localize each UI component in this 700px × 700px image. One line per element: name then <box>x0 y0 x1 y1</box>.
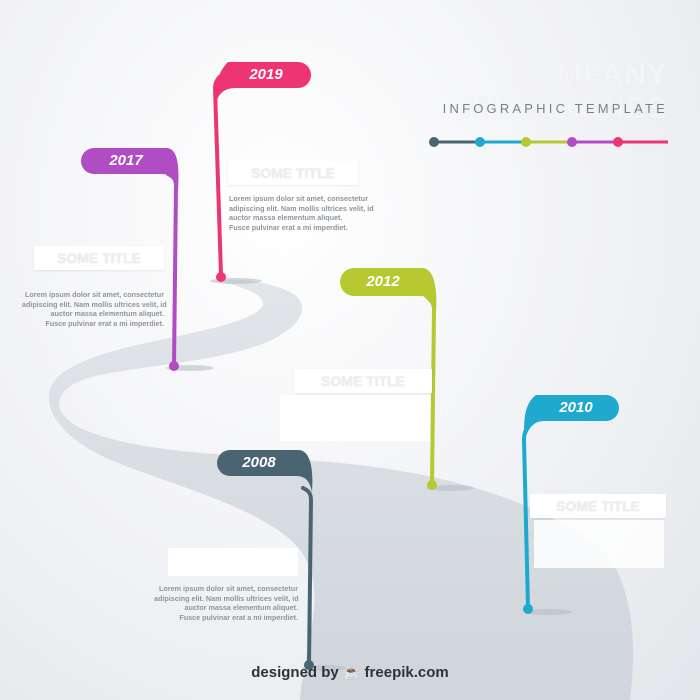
title-box-2008 <box>168 548 298 576</box>
flag-pin-dot <box>216 272 226 282</box>
legend-dot-4 <box>567 137 577 147</box>
flag-shadow <box>524 609 572 615</box>
infographic-subtitle: INFOGRAPHIC TEMPLATE <box>442 101 668 116</box>
description-line: Fusce pulvinar erat a mi imperdiet. <box>45 318 164 328</box>
legend-dot-1 <box>429 137 439 147</box>
description-line: Lorem ipsum dolor sit amet, consectetur <box>159 584 298 593</box>
flag-banner <box>340 268 437 312</box>
block-title: SOME TITLE <box>321 373 405 389</box>
year-label-2010: 2010 <box>559 399 593 416</box>
description-line: auctor massa elementum aliquet. <box>229 213 343 222</box>
description-line: adipiscing elit. Nam mollis ultrices vel… <box>22 299 167 309</box>
milestone-flag-2019 <box>210 62 311 284</box>
legend-dot-3 <box>521 137 531 147</box>
description-2017: Lorem ipsum dolor sit amet, consectetur … <box>22 290 167 328</box>
title-box-2012: SOME TITLE <box>294 369 432 393</box>
year-label-2012: 2012 <box>366 273 400 290</box>
flag-banner <box>81 148 179 190</box>
flag-banner <box>524 395 619 440</box>
credit-brand-link[interactable]: freepik.com <box>364 664 449 681</box>
freepik-logo-icon: ☕ <box>342 664 361 680</box>
year-label-2017: 2017 <box>109 152 143 169</box>
milestone-flag-2017 <box>81 148 214 371</box>
description-line: adipiscing elit. Nam mollis ultrices vel… <box>154 593 299 603</box>
description-line: auctor massa elementum aliquet. <box>184 603 298 612</box>
flag-banner <box>216 62 311 100</box>
infographic-title: COMPANY MILESTONES <box>463 58 668 125</box>
flag-pole <box>212 70 228 277</box>
description-2008: Lorem ipsum dolor sit amet, consectetur … <box>154 584 299 622</box>
flag-pin-dot <box>169 361 179 371</box>
legend-dot-2 <box>475 137 485 147</box>
year-label-2008: 2008 <box>242 454 276 471</box>
winding-road <box>48 279 634 700</box>
credit-prefix: designed by <box>251 664 339 681</box>
flag-shadow <box>426 485 474 491</box>
description-line: Fusce pulvinar erat a mi imperdiet. <box>179 612 298 622</box>
description-2019: Lorem ipsum dolor sit amet, consectetur … <box>229 194 374 232</box>
title-box-2019: SOME TITLE <box>228 161 358 185</box>
description-placeholder-2010 <box>534 520 664 568</box>
title-box-2017: SOME TITLE <box>34 246 164 270</box>
year-label-2019: 2019 <box>249 66 283 83</box>
legend-dot-5 <box>613 137 623 147</box>
milestone-flag-2008 <box>217 450 346 671</box>
flag-pin-dot <box>523 604 533 614</box>
block-title: SOME TITLE <box>57 250 141 266</box>
milestone-flag-2010 <box>521 395 619 615</box>
flag-pole <box>301 486 314 666</box>
block-title: SOME TITLE <box>556 498 640 514</box>
title-box-2010: SOME TITLE <box>530 494 666 518</box>
description-line: Fusce pulvinar erat a mi imperdiet. <box>229 222 348 232</box>
flag-pin-dot <box>427 480 437 490</box>
flag-pole <box>166 172 179 367</box>
description-line: Lorem ipsum dolor sit amet, consectetur <box>229 194 368 203</box>
block-title: SOME TITLE <box>251 165 335 181</box>
description-placeholder-2012 <box>280 395 430 441</box>
flag-banner <box>217 450 313 492</box>
header-color-legend <box>429 137 668 147</box>
description-line: auctor massa elementum aliquet. <box>50 309 164 318</box>
description-line: Lorem ipsum dolor sit amet, consectetur <box>25 290 164 299</box>
description-line: adipiscing elit. Nam mollis ultrices vel… <box>229 203 374 213</box>
milestone-flag-2012 <box>340 268 474 491</box>
freepik-credit[interactable]: designed by ☕ freepik.com <box>0 664 700 681</box>
flag-pin-dot <box>304 660 314 670</box>
